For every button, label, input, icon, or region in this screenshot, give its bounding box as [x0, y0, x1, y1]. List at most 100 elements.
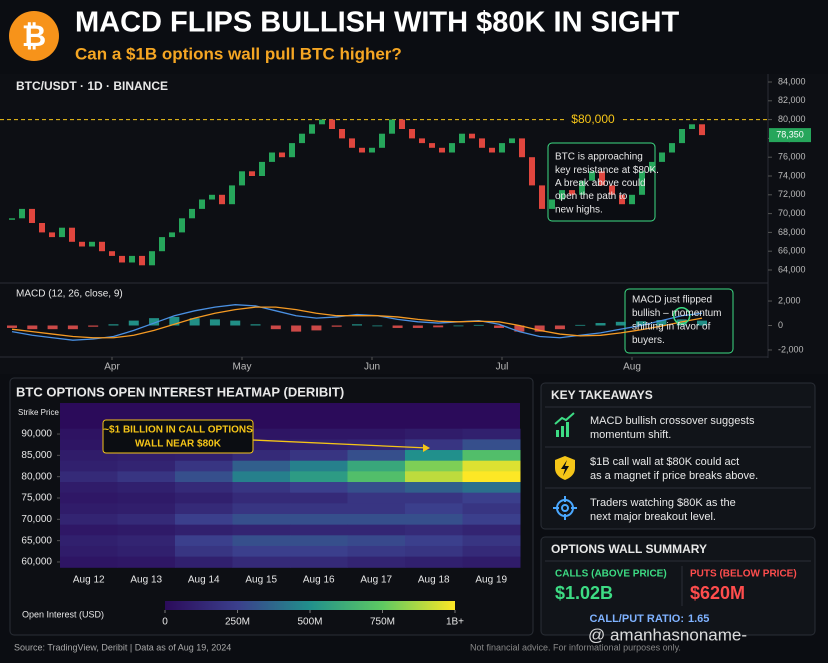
heatmap-cell	[405, 428, 463, 440]
candle	[159, 237, 165, 252]
heatmap-cell	[60, 524, 118, 536]
heatmap-cell	[405, 450, 463, 462]
candle	[9, 218, 15, 220]
annotation-text: BTC is approaching	[555, 152, 643, 163]
candle	[349, 138, 355, 148]
heatmap-cell	[405, 439, 463, 451]
histogram-bar	[453, 325, 464, 327]
y-tick-label: 72,000	[778, 189, 806, 199]
candle	[219, 194, 225, 205]
y-tick-label: 70,000	[778, 208, 806, 218]
annotation-text: open the path to	[555, 191, 628, 202]
candle	[319, 119, 325, 125]
watermark: @ amanhasnoname-	[588, 625, 747, 644]
x-tick-label: Aug	[623, 362, 641, 373]
candle	[129, 255, 135, 263]
heatmap-cell	[462, 492, 521, 504]
histogram-bar	[656, 319, 667, 326]
x-tick-label: Aug 16	[303, 575, 335, 586]
candle	[59, 227, 65, 238]
summary-title: OPTIONS WALL SUMMARY	[551, 542, 707, 556]
heatmap-cell	[175, 503, 233, 515]
x-tick-label: Aug 13	[130, 575, 162, 586]
annotation-arrow	[252, 439, 429, 449]
heatmap-cell	[290, 545, 348, 558]
heatmap-cell	[462, 513, 521, 526]
x-tick-label: Jun	[364, 362, 380, 373]
candle	[279, 152, 285, 158]
candle	[699, 124, 705, 136]
heatmap-cell	[347, 545, 406, 558]
heatmap-cell	[347, 439, 406, 451]
heatmap-cell	[290, 471, 348, 483]
heatmap-cell	[462, 460, 521, 472]
icon-target	[553, 496, 577, 520]
candle	[49, 232, 55, 238]
heatmap-cell	[405, 524, 463, 536]
heatmap-cell	[232, 492, 291, 504]
y-tick-label: 66,000	[778, 246, 806, 256]
heatmap-cell	[347, 450, 406, 462]
candle	[269, 152, 275, 162]
y-tick-label: 80,000	[21, 471, 52, 482]
annotation-text: MACD just flipped	[632, 295, 712, 306]
y-tick-label: 68,000	[778, 227, 806, 237]
candle	[199, 199, 205, 209]
heatmap-cell	[117, 482, 176, 494]
annotation-text: new highs.	[555, 204, 603, 215]
annotation-text: A break above could	[555, 178, 646, 189]
candle	[249, 171, 255, 176]
y-tick-label: 65,000	[21, 535, 52, 546]
annotation-text: ~$1 BILLION IN CALL OPTIONS	[103, 425, 253, 436]
heatmap-cell	[290, 535, 348, 547]
heatmap-cell	[347, 503, 406, 515]
annotation-text: bullish – momentum	[632, 308, 721, 319]
annotation-box	[102, 419, 254, 454]
y-tick-label: 85,000	[21, 450, 52, 461]
heatmap-cell	[175, 482, 233, 494]
heatmap-cell	[60, 535, 118, 547]
annotation-text: buyers.	[632, 335, 665, 346]
heatmap-cell	[232, 471, 291, 483]
x-tick-label: Aug 12	[73, 575, 105, 586]
price-tag	[769, 128, 811, 143]
heatmap-cell	[290, 450, 348, 462]
histogram-bar	[209, 319, 220, 326]
candle	[419, 138, 425, 144]
histogram-bar	[47, 325, 58, 330]
histogram-bar	[615, 321, 626, 326]
reference-label: $80,000	[571, 112, 615, 126]
x-tick-label: Aug 19	[475, 575, 507, 586]
candle	[299, 133, 305, 144]
heatmap-cell	[117, 503, 176, 515]
candle	[619, 194, 625, 205]
heatmap-cell	[347, 482, 406, 494]
candle	[679, 129, 685, 144]
heatmap-cell	[60, 545, 118, 558]
subtitle: Can a $1B options wall pull BTC higher?	[75, 44, 402, 63]
heatmap-cell	[117, 513, 176, 526]
heatmap-cell	[117, 556, 176, 568]
heatmap-cell	[232, 556, 291, 568]
heatmap-cell	[290, 524, 348, 536]
candle	[539, 185, 545, 209]
heatmap-cell	[60, 439, 118, 451]
heatmap-cell	[175, 460, 233, 472]
heatmap-cell	[347, 428, 406, 440]
candle	[509, 138, 515, 144]
label-bg	[566, 111, 620, 128]
heatmap-cell	[232, 450, 291, 462]
histogram-bar	[250, 324, 261, 326]
histogram-bar	[494, 325, 505, 328]
bitcoin-glyph: ₿	[22, 20, 46, 53]
heatmap-cell	[405, 535, 463, 547]
candle	[359, 147, 365, 153]
heatmap-cell	[347, 460, 406, 472]
takeaways-panel	[540, 382, 816, 530]
bitcoin-logo	[9, 11, 59, 61]
heatmap-cell	[462, 503, 521, 515]
candle	[459, 133, 465, 144]
colorbar-tick-label: 1B+	[446, 617, 464, 628]
heatmap-cell	[347, 556, 406, 568]
